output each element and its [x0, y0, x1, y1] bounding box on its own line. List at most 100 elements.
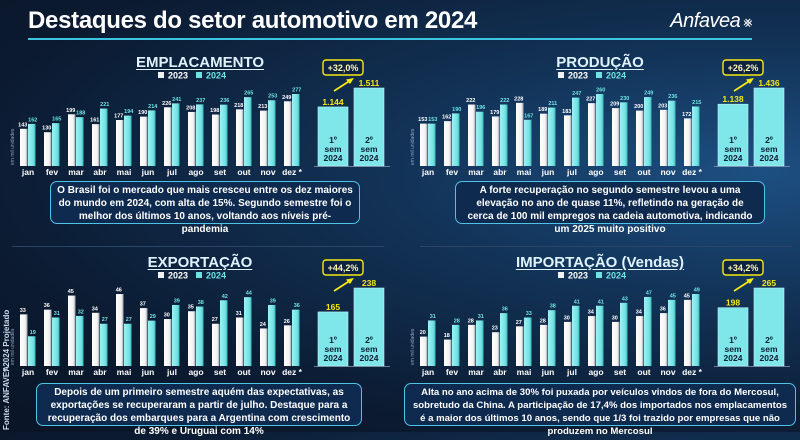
bar-chart: 2023 2024 em mil unidades 33 19 jan 36 31 fev 45 3…: [10, 259, 390, 377]
bar-2024-jun: [548, 107, 556, 166]
bar-2023-nov: [660, 109, 668, 166]
bar-2024-fev: [52, 317, 60, 366]
value-label: 222: [500, 98, 509, 104]
bar-2023-jun: [140, 116, 148, 166]
semester-label: 2024: [360, 153, 379, 163]
x-tick-label: jan: [21, 167, 34, 177]
bar-2023-ago: [188, 311, 196, 366]
value-label: 24: [260, 322, 267, 328]
bar-2024-mar: [476, 320, 484, 366]
note-box: Depois de um primeiro semestre aquém das…: [36, 383, 362, 437]
value-label: 211: [548, 101, 557, 107]
arrow-head-icon: [746, 278, 754, 284]
semester-label: sem: [724, 344, 741, 354]
value-label: 49: [694, 288, 700, 294]
bar-2023-jan: [20, 314, 28, 366]
bar-2024-jan: [428, 123, 436, 166]
x-tick-label: mai: [117, 167, 132, 177]
semester-value-label: 1.138: [722, 94, 744, 104]
bar-2023-dez: [684, 299, 692, 366]
bar-2024-jul: [172, 304, 180, 366]
bar-2023-abr: [492, 332, 500, 366]
x-tick-label: ago: [588, 367, 603, 377]
value-label: 130: [42, 126, 51, 132]
bar-2023-mar: [468, 104, 476, 166]
bar-2024-fev: [52, 123, 60, 166]
bar-2024-fev: [452, 113, 460, 166]
bar-2024-jan: [28, 123, 36, 166]
value-label: 36: [502, 307, 508, 313]
value-label: 38: [550, 304, 556, 310]
value-label: 33: [20, 308, 26, 314]
x-tick-label: abr: [93, 367, 107, 377]
bar-2024-jul: [572, 97, 580, 166]
x-tick-label: fev: [446, 167, 459, 177]
y-axis-label: em mil unidades: [10, 328, 16, 365]
value-label: 45: [670, 293, 676, 299]
semester-value-label: 198: [726, 298, 740, 308]
x-tick-label: fev: [46, 367, 59, 377]
value-label: 277: [292, 88, 301, 94]
value-label: 172: [682, 112, 691, 118]
change-box: [322, 259, 364, 276]
semester-label: 2024: [760, 153, 779, 163]
value-label: 27: [516, 320, 522, 326]
arrow-head-icon: [346, 78, 354, 84]
bar-2024-mai: [524, 119, 532, 166]
semester-label: sem: [324, 144, 341, 154]
x-tick-label: set: [614, 167, 626, 177]
panel-producao: PRODUÇÃO A forte recuperação no segundo …: [400, 50, 800, 240]
bar-2023-nov: [260, 110, 268, 166]
legend-swatch-2024: [596, 72, 602, 78]
semester-label: 2024: [324, 153, 343, 163]
value-label: 33: [526, 311, 532, 317]
note-box: A forte recuperação no segundo semestre …: [455, 181, 765, 235]
bar-2023-jan: [420, 336, 428, 366]
value-label: 177: [114, 113, 123, 119]
value-label: 143: [18, 122, 27, 128]
legend-swatch-2024: [596, 272, 602, 278]
semester-label: 1º: [729, 135, 737, 145]
legend-swatch-2023: [158, 272, 164, 278]
change-box: [722, 59, 764, 76]
x-tick-label: fev: [446, 367, 459, 377]
bar-2023-jun: [540, 113, 548, 166]
bar-2024-mai: [124, 115, 132, 166]
value-label: 20: [420, 330, 426, 336]
x-tick-label: set: [214, 367, 226, 377]
bar-2023-mar: [68, 114, 76, 166]
x-tick-label: out: [637, 167, 650, 177]
bar-2024-nov: [268, 100, 276, 166]
value-label: 199: [66, 108, 75, 114]
value-label: 44: [246, 291, 253, 297]
value-label: 46: [116, 288, 122, 294]
bar-2023-nov: [660, 313, 668, 366]
x-tick-label: out: [237, 367, 250, 377]
bar-2024-jan: [28, 336, 36, 366]
x-tick-label: mai: [117, 367, 132, 377]
bar-2023-dez: [284, 101, 292, 166]
semester-label: 2º: [765, 135, 773, 145]
value-label: 162: [28, 117, 37, 123]
bar-2024-ago: [596, 94, 604, 166]
semester-label: 1º: [329, 335, 337, 345]
value-label: 249: [644, 91, 653, 97]
bar-2024-nov: [668, 100, 676, 166]
value-label: 27: [126, 317, 132, 323]
x-tick-label: jan: [21, 367, 34, 377]
bar-2023-set: [612, 108, 620, 166]
legend-label-2023: 2023: [568, 271, 588, 281]
x-tick-label: nov: [660, 367, 675, 377]
semester-bar-2: [753, 287, 785, 367]
bar-2023-jul: [564, 115, 572, 166]
value-label: 198: [210, 108, 219, 114]
chart-title: EMPLACAMENTO: [135, 54, 265, 71]
bar-2024-fev: [452, 324, 460, 366]
value-label: 31: [236, 311, 242, 317]
x-tick-label: mar: [468, 167, 484, 177]
semester-bar-1: [317, 106, 349, 167]
value-label: 23: [492, 326, 498, 332]
semester-bar-2: [353, 87, 385, 167]
semester-label: 2024: [724, 353, 743, 363]
bar-2024-dez: [292, 309, 300, 366]
